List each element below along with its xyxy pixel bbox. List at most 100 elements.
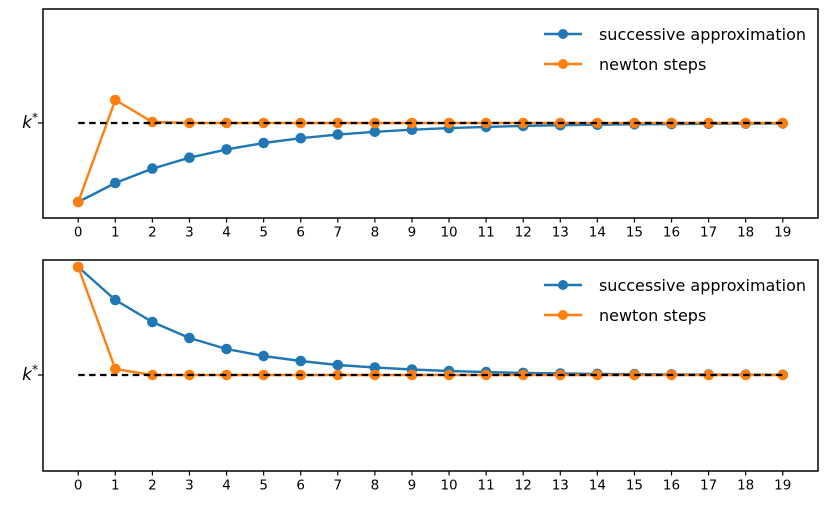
series-marker-successive-approximation [147, 163, 158, 174]
x-tick-label: 18 [737, 225, 754, 241]
kstar-superscript: * [32, 110, 38, 125]
series-marker-newton-steps [72, 261, 84, 273]
x-tick-label: 9 [408, 225, 417, 241]
series-marker-successive-approximation [110, 294, 121, 306]
legend-label: successive approximation [598, 275, 806, 295]
series-marker-newton-steps [592, 117, 603, 129]
line-marker-icon [543, 280, 582, 290]
series-marker-successive-approximation [184, 152, 195, 163]
x-tick-label: 3 [185, 478, 194, 494]
x-tick-label: 16 [663, 478, 680, 494]
x-tick-label: 15 [626, 225, 643, 241]
x-tick-label: 17 [700, 478, 717, 494]
x-tick-label: 4 [222, 478, 231, 494]
series-marker-newton-steps [332, 117, 344, 129]
x-tick-label: 5 [259, 478, 268, 494]
line-marker-icon [543, 310, 582, 320]
series-marker-successive-approximation [147, 316, 158, 328]
x-tick-label: 12 [515, 478, 532, 494]
series-marker-newton-steps [110, 363, 121, 375]
series-marker-newton-steps [777, 117, 789, 129]
x-tick-label: 3 [185, 225, 194, 241]
series-marker-newton-steps [221, 369, 232, 381]
series-marker-newton-steps [221, 117, 232, 129]
x-tick-label: 12 [515, 225, 532, 241]
legend-label: newton steps [598, 305, 707, 325]
x-tick-label: 2 [148, 225, 157, 241]
x-tick-label: 8 [371, 478, 380, 494]
x-tick-label: 13 [552, 225, 569, 241]
series-marker-newton-steps [72, 196, 84, 208]
series-marker-newton-steps [110, 94, 121, 106]
x-tick-label: 14 [589, 478, 606, 494]
kstar-symbol: k [22, 113, 32, 133]
x-tick-label: 2 [148, 478, 157, 494]
x-tick-label: 1 [111, 478, 120, 494]
legend-entry-newton-steps: newton steps [543, 49, 706, 79]
series-marker-successive-approximation [332, 359, 344, 371]
axes-spines [42, 259, 819, 472]
y-axis-label-kstar-bottom: k* [2, 362, 38, 388]
y-axis-label-kstar-top: k* [2, 110, 38, 136]
x-tick-label: 6 [296, 478, 305, 494]
series-line-newton-steps [77, 98, 783, 203]
legend-entry-successive-approximation: successive approximation [543, 19, 806, 49]
x-tick-label: 0 [74, 225, 83, 241]
series-marker-newton-steps [703, 369, 714, 381]
legend-label: newton steps [598, 54, 707, 74]
series-marker-newton-steps [517, 369, 529, 381]
legend-entry-successive-approximation: successive approximation [543, 270, 806, 300]
x-tick-label: 11 [478, 478, 495, 494]
line-marker-icon [543, 59, 582, 69]
series-marker-newton-steps [703, 117, 714, 129]
legend-label: successive approximation [598, 24, 806, 44]
series-marker-successive-approximation [369, 126, 381, 138]
line-marker-icon [543, 29, 582, 39]
series-marker-newton-steps [332, 369, 344, 381]
x-tick-label: 7 [333, 478, 342, 494]
series-marker-newton-steps [777, 369, 789, 381]
series-marker-successive-approximation [332, 129, 344, 140]
x-tick-label: 15 [626, 478, 643, 494]
axes-spines [42, 8, 819, 219]
series-marker-successive-approximation [110, 177, 121, 189]
legend-bottom-subplot: successive approximation newton steps [543, 270, 806, 330]
series-marker-newton-steps [406, 369, 418, 381]
legend-entry-newton-steps: newton steps [543, 300, 706, 330]
x-tick-label: 11 [478, 225, 495, 241]
series-marker-successive-approximation [221, 343, 232, 355]
x-tick-label: 4 [222, 225, 231, 241]
x-tick-label: 0 [74, 478, 83, 494]
series-marker-newton-steps [406, 117, 418, 129]
series-marker-successive-approximation [369, 362, 381, 373]
x-tick-label: 1 [111, 225, 120, 241]
series-marker-newton-steps [517, 117, 529, 129]
x-tick-label: 6 [296, 225, 305, 241]
x-tick-label: 10 [440, 225, 457, 241]
x-tick-label: 13 [552, 478, 569, 494]
series-marker-newton-steps [592, 369, 603, 381]
x-tick-label: 19 [774, 478, 791, 494]
kstar-superscript: * [32, 362, 38, 377]
x-tick-label: 16 [663, 225, 680, 241]
x-tick-label: 10 [440, 478, 457, 494]
series-marker-successive-approximation [258, 137, 269, 149]
series-line-successive-approximation [77, 122, 783, 204]
legend-top-subplot: successive approximation newton steps [543, 19, 806, 79]
x-tick-label: 8 [371, 225, 380, 241]
series-marker-newton-steps [147, 369, 158, 381]
series-marker-successive-approximation [221, 144, 232, 155]
x-tick-label: 9 [408, 478, 417, 494]
x-tick-label: 5 [259, 225, 268, 241]
x-tick-label: 19 [774, 225, 791, 241]
series-marker-newton-steps [147, 116, 158, 128]
series-marker-successive-approximation [295, 355, 307, 367]
x-tick-label: 7 [333, 225, 342, 241]
series-marker-successive-approximation [295, 132, 307, 144]
x-tick-label: 14 [589, 225, 606, 241]
kstar-symbol: k [22, 365, 32, 385]
x-tick-label: 17 [700, 225, 717, 241]
x-tick-label: 18 [737, 478, 754, 494]
